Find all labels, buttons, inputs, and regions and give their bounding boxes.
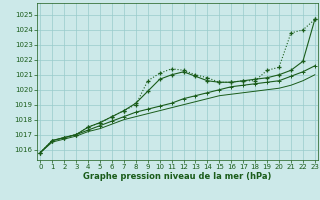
X-axis label: Graphe pression niveau de la mer (hPa): Graphe pression niveau de la mer (hPa) <box>84 172 272 181</box>
